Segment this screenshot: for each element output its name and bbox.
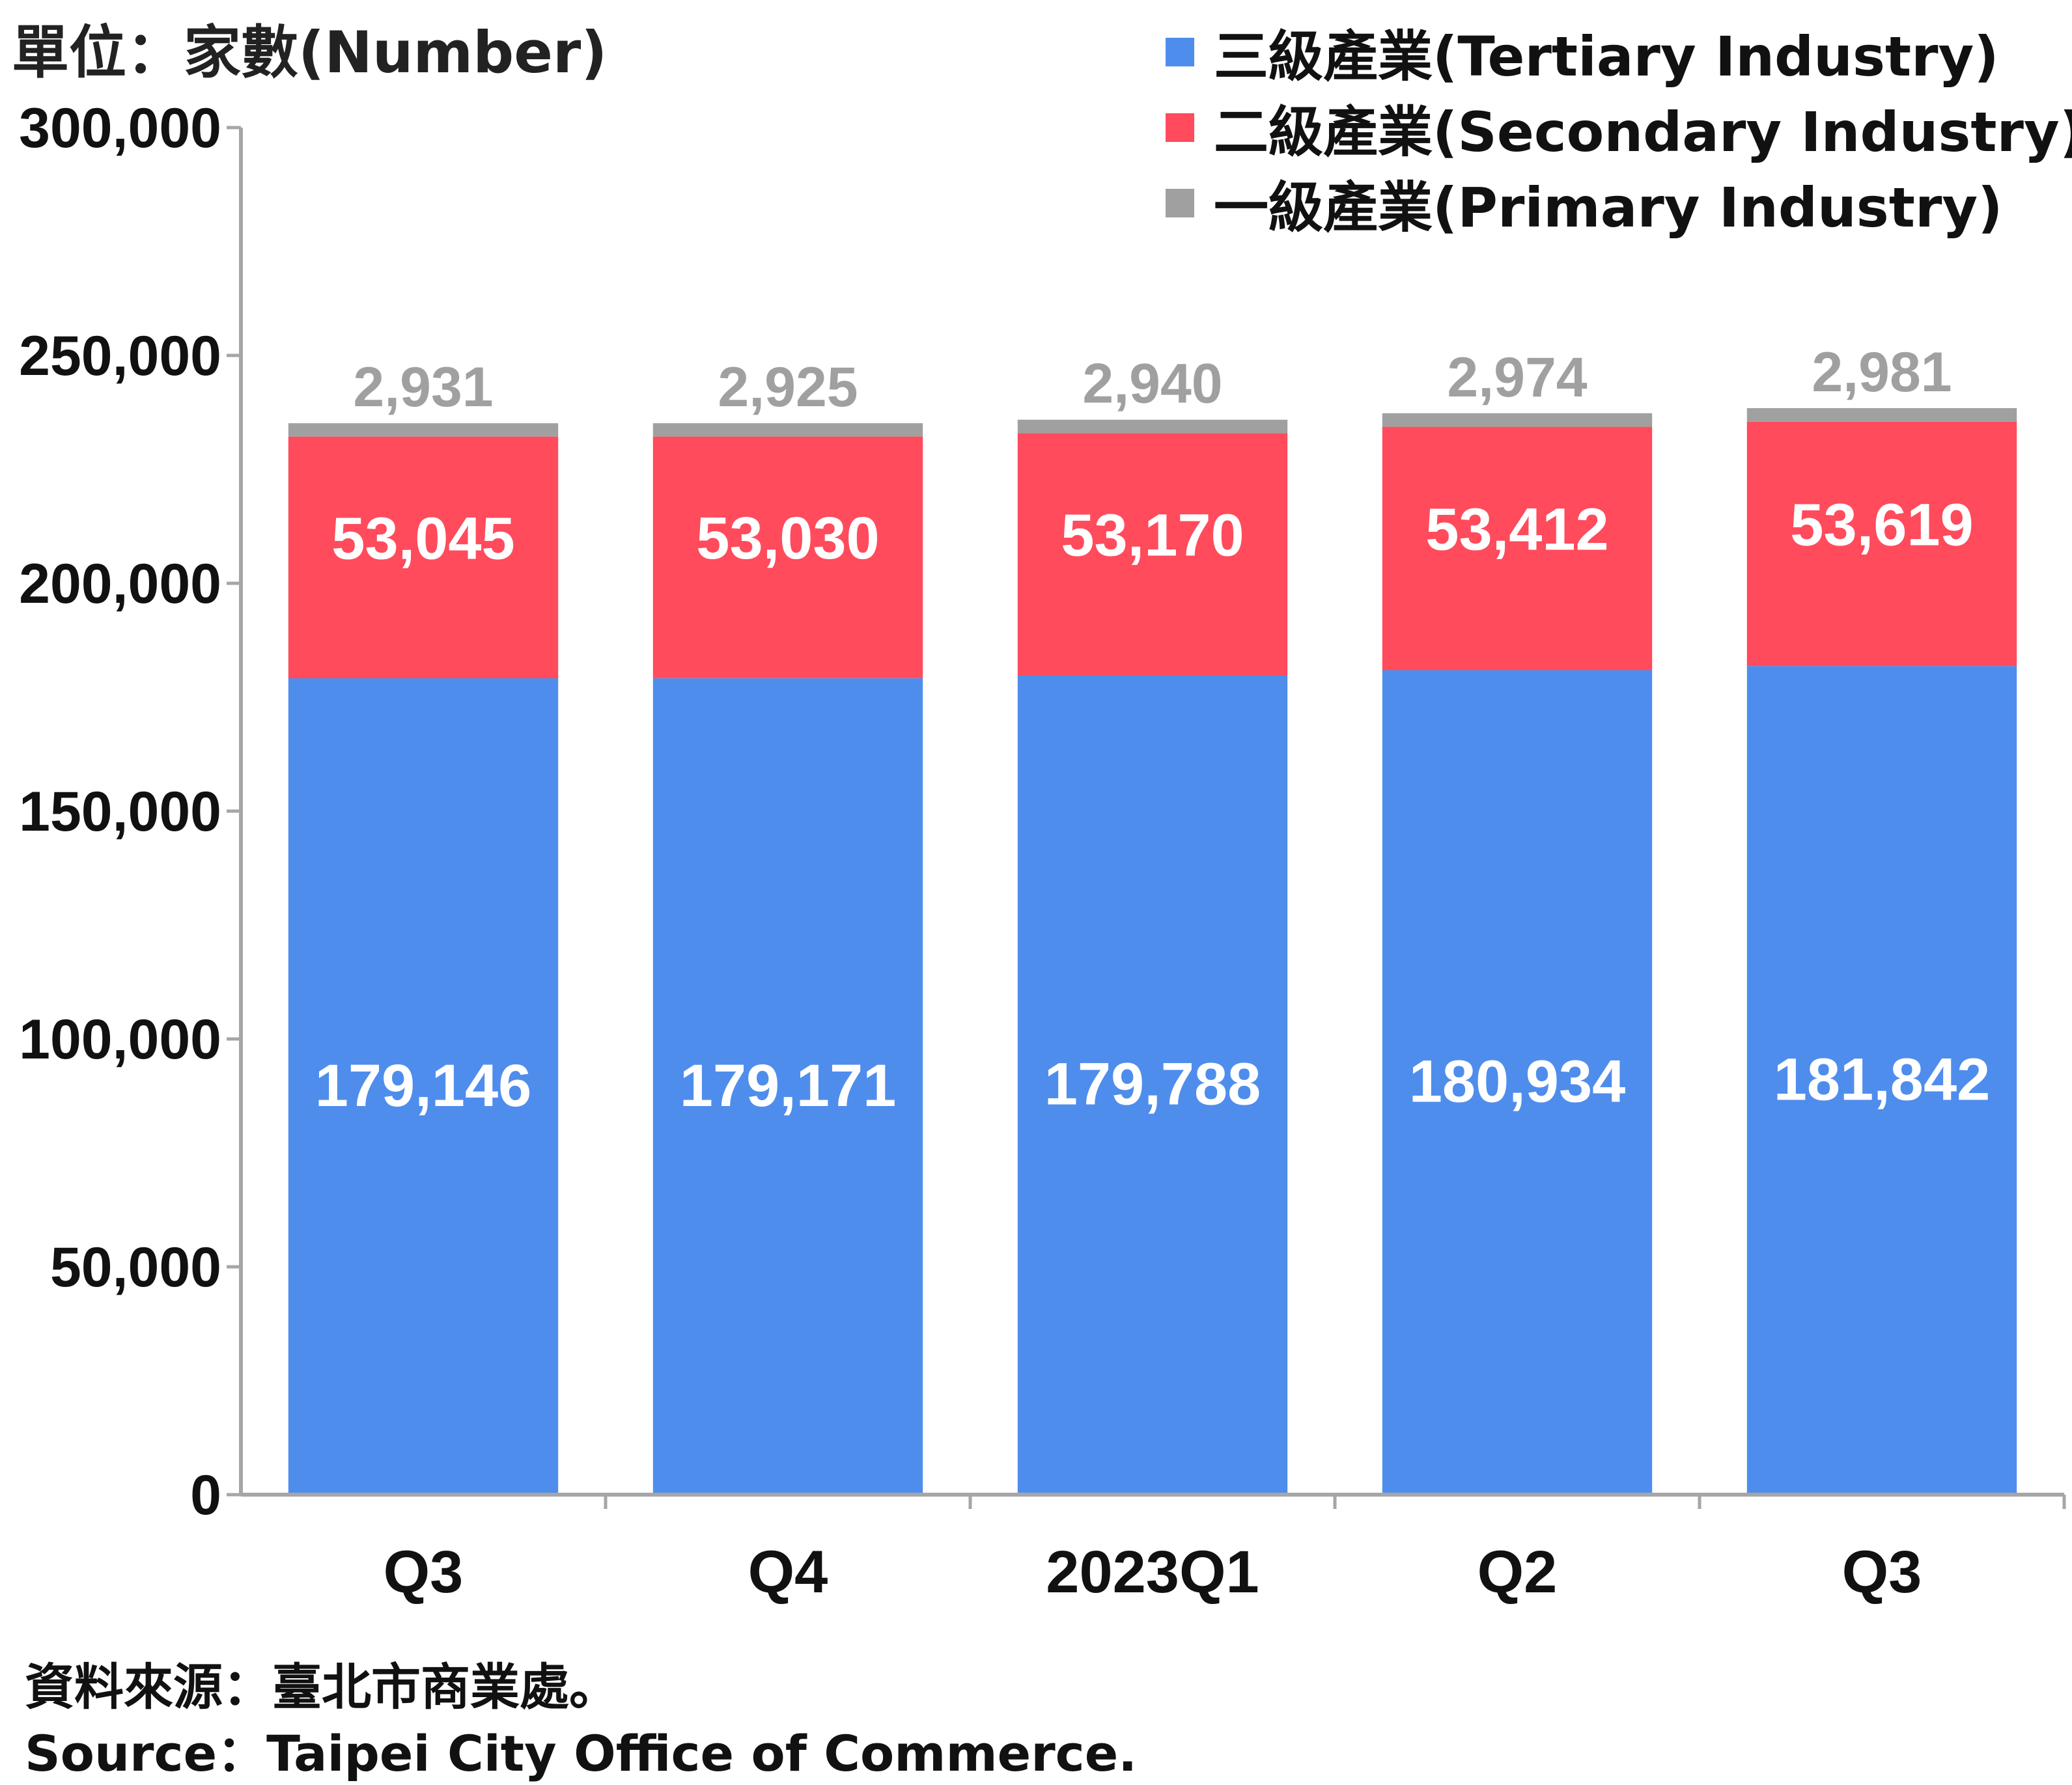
bar-segment	[288, 423, 559, 437]
legend-swatch-tertiary	[1166, 38, 1194, 66]
x-tick-label: 2023Q1	[1046, 1539, 1259, 1605]
y-tick-label: 150,000	[19, 781, 221, 843]
bar-segment	[652, 423, 923, 437]
data-label: 2,925	[718, 356, 858, 419]
y-tick-label: 300,000	[19, 97, 221, 159]
y-tick-label: 100,000	[19, 1008, 221, 1071]
data-label: 53,045	[331, 505, 514, 572]
bar-segment	[1382, 426, 1653, 671]
legend-label-tertiary: 三級產業(Tertiary Industry)	[1214, 24, 1999, 89]
data-label: 53,619	[1790, 491, 1973, 558]
data-label: 2,940	[1082, 353, 1222, 415]
data-label: 180,934	[1409, 1049, 1626, 1115]
legend-swatch-secondary	[1166, 113, 1194, 142]
bar-segment	[1382, 413, 1653, 427]
data-label: 53,412	[1425, 497, 1608, 563]
legend-label-secondary: 二級產業(Secondary Industry)	[1214, 100, 2072, 164]
legend-item-tertiary: 三級產業(Tertiary Industry)	[1166, 14, 2072, 90]
data-label: 2,974	[1447, 346, 1587, 409]
y-tick-label: 200,000	[19, 553, 221, 615]
stacked-bar-chart: 0 50,000 100,000 150,000 200,000 250,000 300,0…	[19, 97, 2066, 1605]
y-tick-label: 50,000	[50, 1236, 221, 1299]
unit-label: 單位：家數(Number)	[12, 19, 608, 86]
legend-swatch-primary	[1166, 189, 1194, 217]
bar-segment	[652, 678, 923, 1495]
x-tick-label: Q4	[748, 1539, 828, 1605]
legend-item-primary: 一級產業(Primary Industry)	[1166, 165, 2072, 241]
bar-segment	[1017, 675, 1288, 1495]
data-label: 179,146	[315, 1053, 532, 1119]
bar-segment	[652, 436, 923, 678]
legend-item-secondary: 二級產業(Secondary Industry)	[1166, 90, 2072, 165]
bar-segment	[288, 436, 559, 678]
data-label: 2,981	[1812, 341, 1952, 404]
bar-segment	[1017, 433, 1288, 676]
y-tick-label: 250,000	[19, 325, 221, 387]
x-tick-label: Q3	[384, 1539, 464, 1605]
bar-segment	[1017, 419, 1288, 434]
data-label: 179,171	[680, 1053, 897, 1119]
x-tick-label: Q2	[1477, 1539, 1558, 1605]
x-tick-label: Q3	[1842, 1539, 1922, 1605]
data-label: 181,842	[1774, 1047, 1991, 1113]
chart-legend: 三級產業(Tertiary Industry) 二級產業(Secondary I…	[1166, 14, 2072, 241]
data-label: 179,788	[1044, 1051, 1261, 1118]
bar-segment	[1746, 408, 2017, 422]
bar-segment	[1746, 666, 2017, 1495]
data-label: 2,931	[353, 356, 493, 419]
y-tick-label: 0	[190, 1464, 221, 1527]
bar-segment	[1382, 670, 1653, 1495]
source-note-zh: 資料來源：臺北市商業處。	[25, 1658, 619, 1716]
bar-segment	[1746, 421, 2017, 667]
data-label: 53,170	[1061, 502, 1244, 568]
data-label: 53,030	[696, 505, 879, 572]
legend-label-primary: 一級產業(Primary Industry)	[1214, 175, 2003, 240]
source-note-en: Source：Taipei City Office of Commerce.	[25, 1724, 1138, 1782]
bar-segment	[288, 678, 559, 1495]
